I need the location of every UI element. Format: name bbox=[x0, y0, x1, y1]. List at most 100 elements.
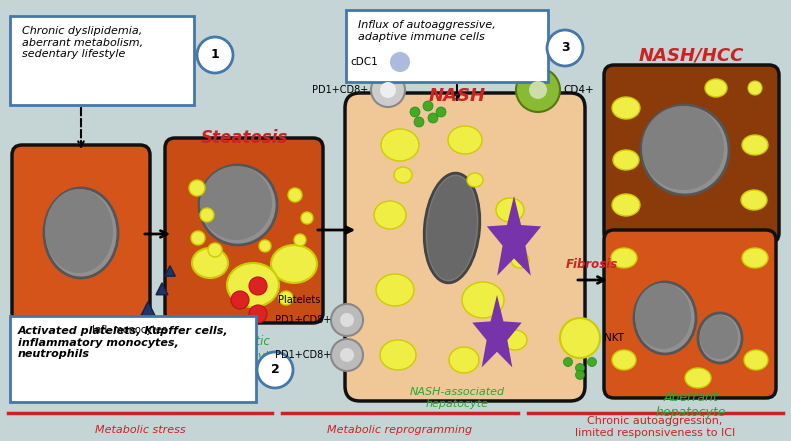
Circle shape bbox=[428, 113, 438, 123]
Ellipse shape bbox=[742, 135, 768, 155]
Circle shape bbox=[259, 240, 271, 252]
Circle shape bbox=[294, 234, 306, 246]
Circle shape bbox=[576, 370, 585, 380]
Circle shape bbox=[560, 318, 600, 358]
Text: PD1+CD8+: PD1+CD8+ bbox=[312, 85, 368, 95]
Text: Metabolic stress: Metabolic stress bbox=[95, 425, 185, 435]
Text: NASH-associated
hepatocyte: NASH-associated hepatocyte bbox=[410, 387, 505, 409]
Text: 2: 2 bbox=[271, 363, 279, 377]
Text: Activated platelets, Kupffer cells,
inflammatory monocytes,
neutrophils: Activated platelets, Kupffer cells, infl… bbox=[18, 326, 229, 359]
Ellipse shape bbox=[462, 282, 504, 318]
Polygon shape bbox=[156, 283, 168, 295]
Text: NKT: NKT bbox=[604, 333, 624, 343]
Text: Influx of autoaggressive,
adaptive immune cells: Influx of autoaggressive, adaptive immun… bbox=[358, 20, 496, 41]
Circle shape bbox=[563, 358, 573, 366]
Circle shape bbox=[423, 101, 433, 111]
Ellipse shape bbox=[199, 165, 277, 245]
Ellipse shape bbox=[613, 150, 639, 170]
Text: 1: 1 bbox=[210, 49, 219, 61]
Text: NASH/HCC: NASH/HCC bbox=[638, 47, 744, 65]
Circle shape bbox=[436, 107, 446, 117]
FancyBboxPatch shape bbox=[604, 65, 779, 243]
Ellipse shape bbox=[705, 79, 727, 97]
Polygon shape bbox=[165, 265, 176, 276]
Ellipse shape bbox=[467, 173, 483, 187]
Text: Steatosis: Steatosis bbox=[200, 129, 288, 147]
Circle shape bbox=[257, 352, 293, 388]
Ellipse shape bbox=[45, 189, 113, 273]
Circle shape bbox=[197, 37, 233, 73]
Text: Chronic dyslipidemia,
aberrant metabolism,
sedentary lifestyle: Chronic dyslipidemia, aberrant metabolis… bbox=[22, 26, 143, 59]
FancyBboxPatch shape bbox=[345, 93, 585, 401]
Ellipse shape bbox=[635, 283, 691, 349]
Circle shape bbox=[331, 339, 363, 371]
Circle shape bbox=[288, 188, 302, 202]
Circle shape bbox=[301, 212, 313, 224]
Circle shape bbox=[231, 291, 249, 309]
Ellipse shape bbox=[503, 330, 527, 350]
Ellipse shape bbox=[376, 274, 414, 306]
Ellipse shape bbox=[742, 248, 768, 268]
Ellipse shape bbox=[700, 315, 738, 359]
Polygon shape bbox=[141, 302, 155, 316]
Text: Healthy
hepatocyte: Healthy hepatocyte bbox=[47, 335, 115, 363]
Circle shape bbox=[390, 52, 410, 72]
Circle shape bbox=[340, 348, 354, 362]
Text: NASH: NASH bbox=[429, 87, 486, 105]
Text: PD1+CD8+: PD1+CD8+ bbox=[274, 315, 331, 325]
Circle shape bbox=[200, 208, 214, 222]
Circle shape bbox=[516, 68, 560, 112]
Ellipse shape bbox=[271, 245, 317, 283]
Ellipse shape bbox=[44, 188, 118, 278]
Ellipse shape bbox=[612, 97, 640, 119]
Text: PD1+CD8+: PD1+CD8+ bbox=[274, 350, 331, 360]
Ellipse shape bbox=[698, 313, 742, 363]
Circle shape bbox=[588, 358, 596, 366]
Polygon shape bbox=[486, 196, 541, 276]
Ellipse shape bbox=[612, 194, 640, 216]
Circle shape bbox=[340, 313, 354, 327]
Polygon shape bbox=[472, 295, 522, 367]
Ellipse shape bbox=[394, 167, 412, 183]
Circle shape bbox=[748, 81, 762, 95]
Ellipse shape bbox=[427, 176, 477, 280]
Ellipse shape bbox=[496, 198, 524, 222]
Circle shape bbox=[529, 81, 547, 99]
Ellipse shape bbox=[641, 105, 729, 195]
Text: Platelets: Platelets bbox=[278, 295, 320, 305]
Text: 3: 3 bbox=[561, 41, 570, 55]
Circle shape bbox=[410, 107, 420, 117]
Circle shape bbox=[331, 304, 363, 336]
Circle shape bbox=[547, 30, 583, 66]
Ellipse shape bbox=[634, 282, 696, 354]
Text: Fibrosis: Fibrosis bbox=[566, 258, 618, 272]
Ellipse shape bbox=[642, 106, 724, 190]
Text: cDC1: cDC1 bbox=[350, 57, 378, 67]
Circle shape bbox=[380, 82, 396, 98]
Ellipse shape bbox=[511, 252, 529, 268]
Text: CD4+: CD4+ bbox=[563, 85, 593, 95]
Circle shape bbox=[371, 73, 405, 107]
Ellipse shape bbox=[200, 166, 272, 240]
Text: Infl. monocytes: Infl. monocytes bbox=[93, 325, 168, 335]
FancyBboxPatch shape bbox=[10, 316, 256, 402]
Ellipse shape bbox=[611, 248, 637, 268]
Ellipse shape bbox=[449, 347, 479, 373]
Ellipse shape bbox=[374, 201, 406, 229]
Circle shape bbox=[380, 42, 420, 82]
Circle shape bbox=[249, 277, 267, 295]
Ellipse shape bbox=[424, 173, 480, 283]
Ellipse shape bbox=[448, 126, 482, 154]
Circle shape bbox=[189, 180, 205, 196]
Ellipse shape bbox=[741, 190, 767, 210]
Text: Aberrant
hepatocyte: Aberrant hepatocyte bbox=[656, 391, 726, 419]
FancyBboxPatch shape bbox=[12, 145, 150, 323]
Ellipse shape bbox=[227, 263, 279, 307]
FancyBboxPatch shape bbox=[165, 138, 323, 323]
Circle shape bbox=[576, 363, 585, 373]
Ellipse shape bbox=[381, 129, 419, 161]
Text: Metabolic reprogramming: Metabolic reprogramming bbox=[327, 425, 472, 435]
Ellipse shape bbox=[612, 350, 636, 370]
Ellipse shape bbox=[744, 350, 768, 370]
FancyBboxPatch shape bbox=[604, 230, 776, 398]
